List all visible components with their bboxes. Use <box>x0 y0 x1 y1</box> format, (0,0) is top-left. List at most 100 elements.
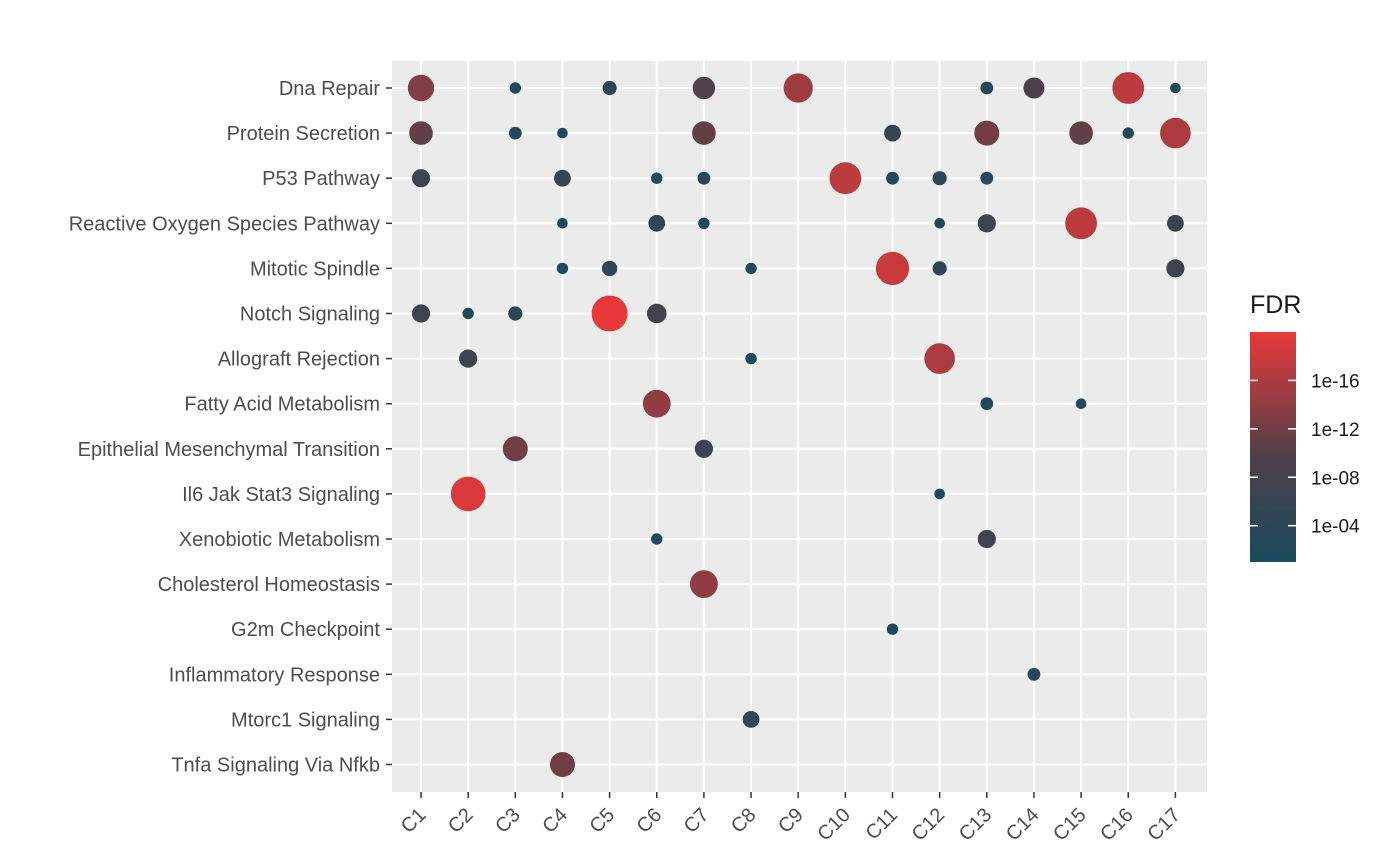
data-point <box>409 121 433 145</box>
y-tick-label: Allograft Rejection <box>218 349 380 371</box>
data-point <box>934 218 945 229</box>
data-point <box>509 82 521 94</box>
data-point <box>508 306 523 321</box>
y-tick-label: Fatty Acid Metabolism <box>184 394 380 416</box>
data-point <box>556 262 569 275</box>
data-point <box>648 214 666 232</box>
data-point <box>886 623 899 635</box>
x-tick-label: C2 <box>444 804 478 838</box>
data-point <box>411 169 431 188</box>
data-point <box>924 343 955 374</box>
legend-tick-label: 1e-04 <box>1311 517 1360 538</box>
data-point <box>692 76 716 100</box>
data-point <box>1023 77 1045 99</box>
legend-tick-label: 1e-16 <box>1311 371 1360 392</box>
data-point <box>1069 121 1093 145</box>
data-point <box>980 171 994 185</box>
y-tick-label: Mtorc1 Signaling <box>231 709 380 731</box>
data-point <box>411 304 431 323</box>
y-tick-label: Epithelial Mesenchymal Transition <box>78 439 380 461</box>
data-point <box>932 171 947 186</box>
x-tick-label: C17 <box>1143 804 1185 846</box>
y-tick-label: P53 Pathway <box>262 168 380 190</box>
data-point <box>1065 207 1097 240</box>
x-tick-label: C4 <box>538 804 572 838</box>
legend-colorbar <box>1250 332 1296 562</box>
data-point <box>651 172 663 184</box>
y-tick-label: Cholesterol Homeostasis <box>158 574 380 596</box>
y-tick-label: Inflammatory Response <box>169 664 380 686</box>
data-point <box>642 389 671 418</box>
data-point <box>783 73 813 103</box>
x-tick-label: C13 <box>955 804 997 846</box>
data-point <box>697 171 711 185</box>
y-tick-label: Protein Secretion <box>227 123 380 145</box>
panel-background <box>392 61 1207 792</box>
legend-title: FDR <box>1250 291 1301 319</box>
data-point <box>602 80 617 96</box>
data-point <box>742 711 760 728</box>
data-point <box>698 217 710 229</box>
x-tick-label: C8 <box>727 804 761 838</box>
x-tick-label: C5 <box>585 804 619 838</box>
data-point <box>502 436 528 462</box>
data-point <box>1027 667 1041 681</box>
data-point <box>694 439 714 458</box>
data-point <box>875 251 910 285</box>
data-point <box>601 260 618 277</box>
data-point <box>1167 214 1184 232</box>
data-point <box>1170 82 1181 94</box>
data-point <box>1166 259 1185 278</box>
x-tick-label: C16 <box>1096 804 1138 846</box>
legend-ticks: 1e-04 1e-08 1e-12 1e-16 <box>1250 371 1360 538</box>
data-point <box>977 214 996 233</box>
data-point <box>692 121 716 145</box>
x-tick-label: C10 <box>813 804 855 846</box>
data-point <box>1160 117 1191 149</box>
y-tick-label: Il6 Jak Stat3 Signaling <box>182 484 380 506</box>
data-point <box>974 120 1000 146</box>
data-point <box>1112 72 1145 104</box>
y-axis: Dna Repair Protein Secretion P53 Pathway Re… <box>69 78 392 777</box>
data-point <box>407 74 435 102</box>
data-point <box>459 349 478 368</box>
y-tick-label: Notch Signaling <box>240 304 380 326</box>
x-axis: C1 C2 C3 C4 C5 C6 C7 C8 C9 C10 C11 C12 C13 C14 C15 C16 C… <box>397 792 1185 845</box>
x-tick-label: C1 <box>397 804 431 838</box>
x-tick-label: C12 <box>908 804 950 846</box>
data-point <box>980 397 994 411</box>
data-point <box>508 126 522 140</box>
data-point <box>646 303 667 324</box>
data-point <box>980 81 994 95</box>
data-point <box>690 570 718 598</box>
data-point <box>557 127 568 139</box>
y-tick-label: Mitotic Spindle <box>250 258 380 280</box>
data-point <box>977 529 996 549</box>
x-tick-label: C6 <box>633 804 667 838</box>
data-point <box>745 262 757 275</box>
data-point <box>829 162 862 195</box>
data-point <box>557 218 568 229</box>
data-point <box>886 171 899 185</box>
y-tick-label: Dna Repair <box>279 78 381 100</box>
data-point <box>591 295 628 332</box>
x-tick-label: C14 <box>1002 804 1044 846</box>
data-point <box>932 261 947 276</box>
x-tick-label: C15 <box>1049 804 1091 846</box>
x-tick-label: C7 <box>680 804 714 838</box>
y-tick-label: G2m Checkpoint <box>231 619 380 641</box>
data-point <box>745 352 757 365</box>
data-point <box>450 476 486 512</box>
x-tick-label: C9 <box>774 804 808 838</box>
x-tick-label: C11 <box>862 804 902 844</box>
data-point <box>554 169 571 187</box>
data-point <box>934 488 945 500</box>
data-point <box>1122 127 1134 139</box>
y-tick-label: Reactive Oxygen Species Pathway <box>69 213 380 235</box>
data-point <box>1075 398 1087 410</box>
y-tick-label: Tnfa Signaling Via Nfkb <box>171 755 380 777</box>
x-tick-label: C3 <box>491 804 525 838</box>
data-point <box>549 752 575 777</box>
data-point <box>462 307 474 320</box>
